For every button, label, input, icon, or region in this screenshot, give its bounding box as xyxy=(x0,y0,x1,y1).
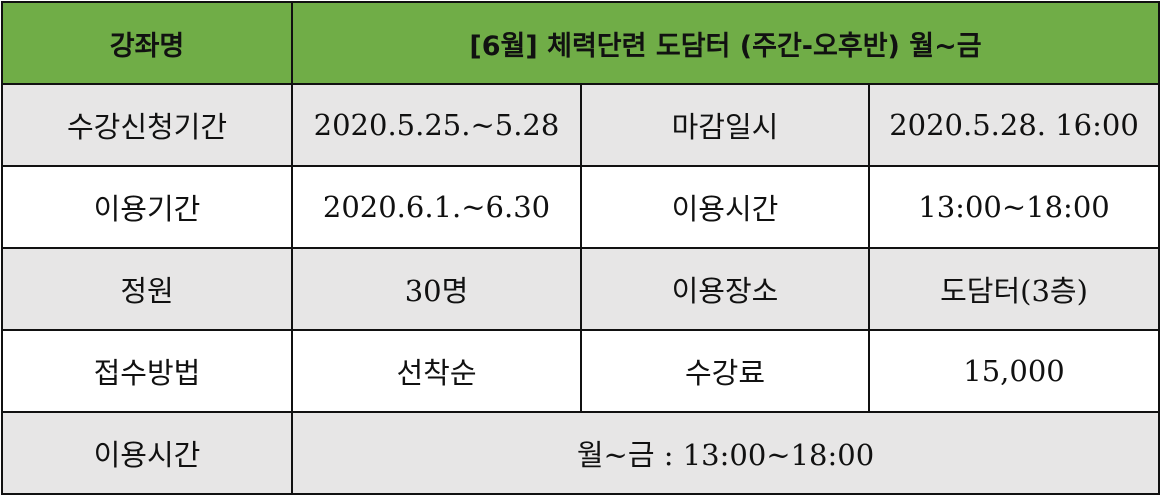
cell: 수강료 xyxy=(580,329,870,413)
cell: 이용장소 xyxy=(580,247,870,331)
table-row: 정원 30명 이용장소 도담터(3층) xyxy=(1,247,1161,331)
cell: 13:00~18:00 xyxy=(867,165,1161,249)
cell: 2020.6.1.~6.30 xyxy=(291,165,582,249)
cell: 수강신청기간 xyxy=(1,83,293,167)
header-row: 강좌명 [6월] 체력단련 도담터 (주간-오후반) 월~금 xyxy=(1,1,1161,85)
cell: 도담터(3층) xyxy=(867,247,1161,331)
cell: 선착순 xyxy=(291,329,582,413)
table-row: 수강신청기간 2020.5.25.~5.28 마감일시 2020.5.28. 1… xyxy=(1,83,1161,167)
cell: 30명 xyxy=(291,247,582,331)
cell: 이용시간 xyxy=(580,165,870,249)
cell: 정원 xyxy=(1,247,293,331)
cell: 월~금 : 13:00~18:00 xyxy=(290,411,1161,495)
cell: 마감일시 xyxy=(580,83,870,167)
course-name-value: [6월] 체력단련 도담터 (주간-오후반) 월~금 xyxy=(290,1,1161,85)
cell: 2020.5.25.~5.28 xyxy=(291,83,582,167)
cell: 15,000 xyxy=(867,329,1161,413)
cell: 이용시간 xyxy=(1,411,293,495)
table-row: 이용기간 2020.6.1.~6.30 이용시간 13:00~18:00 xyxy=(1,165,1161,249)
cell: 접수방법 xyxy=(1,329,293,413)
cell: 2020.5.28. 16:00 xyxy=(867,83,1161,167)
table-row: 접수방법 선착순 수강료 15,000 xyxy=(1,329,1161,413)
course-name-label: 강좌명 xyxy=(1,1,293,85)
table-row: 이용시간 월~금 : 13:00~18:00 xyxy=(1,411,1161,495)
cell: 이용기간 xyxy=(1,165,293,249)
